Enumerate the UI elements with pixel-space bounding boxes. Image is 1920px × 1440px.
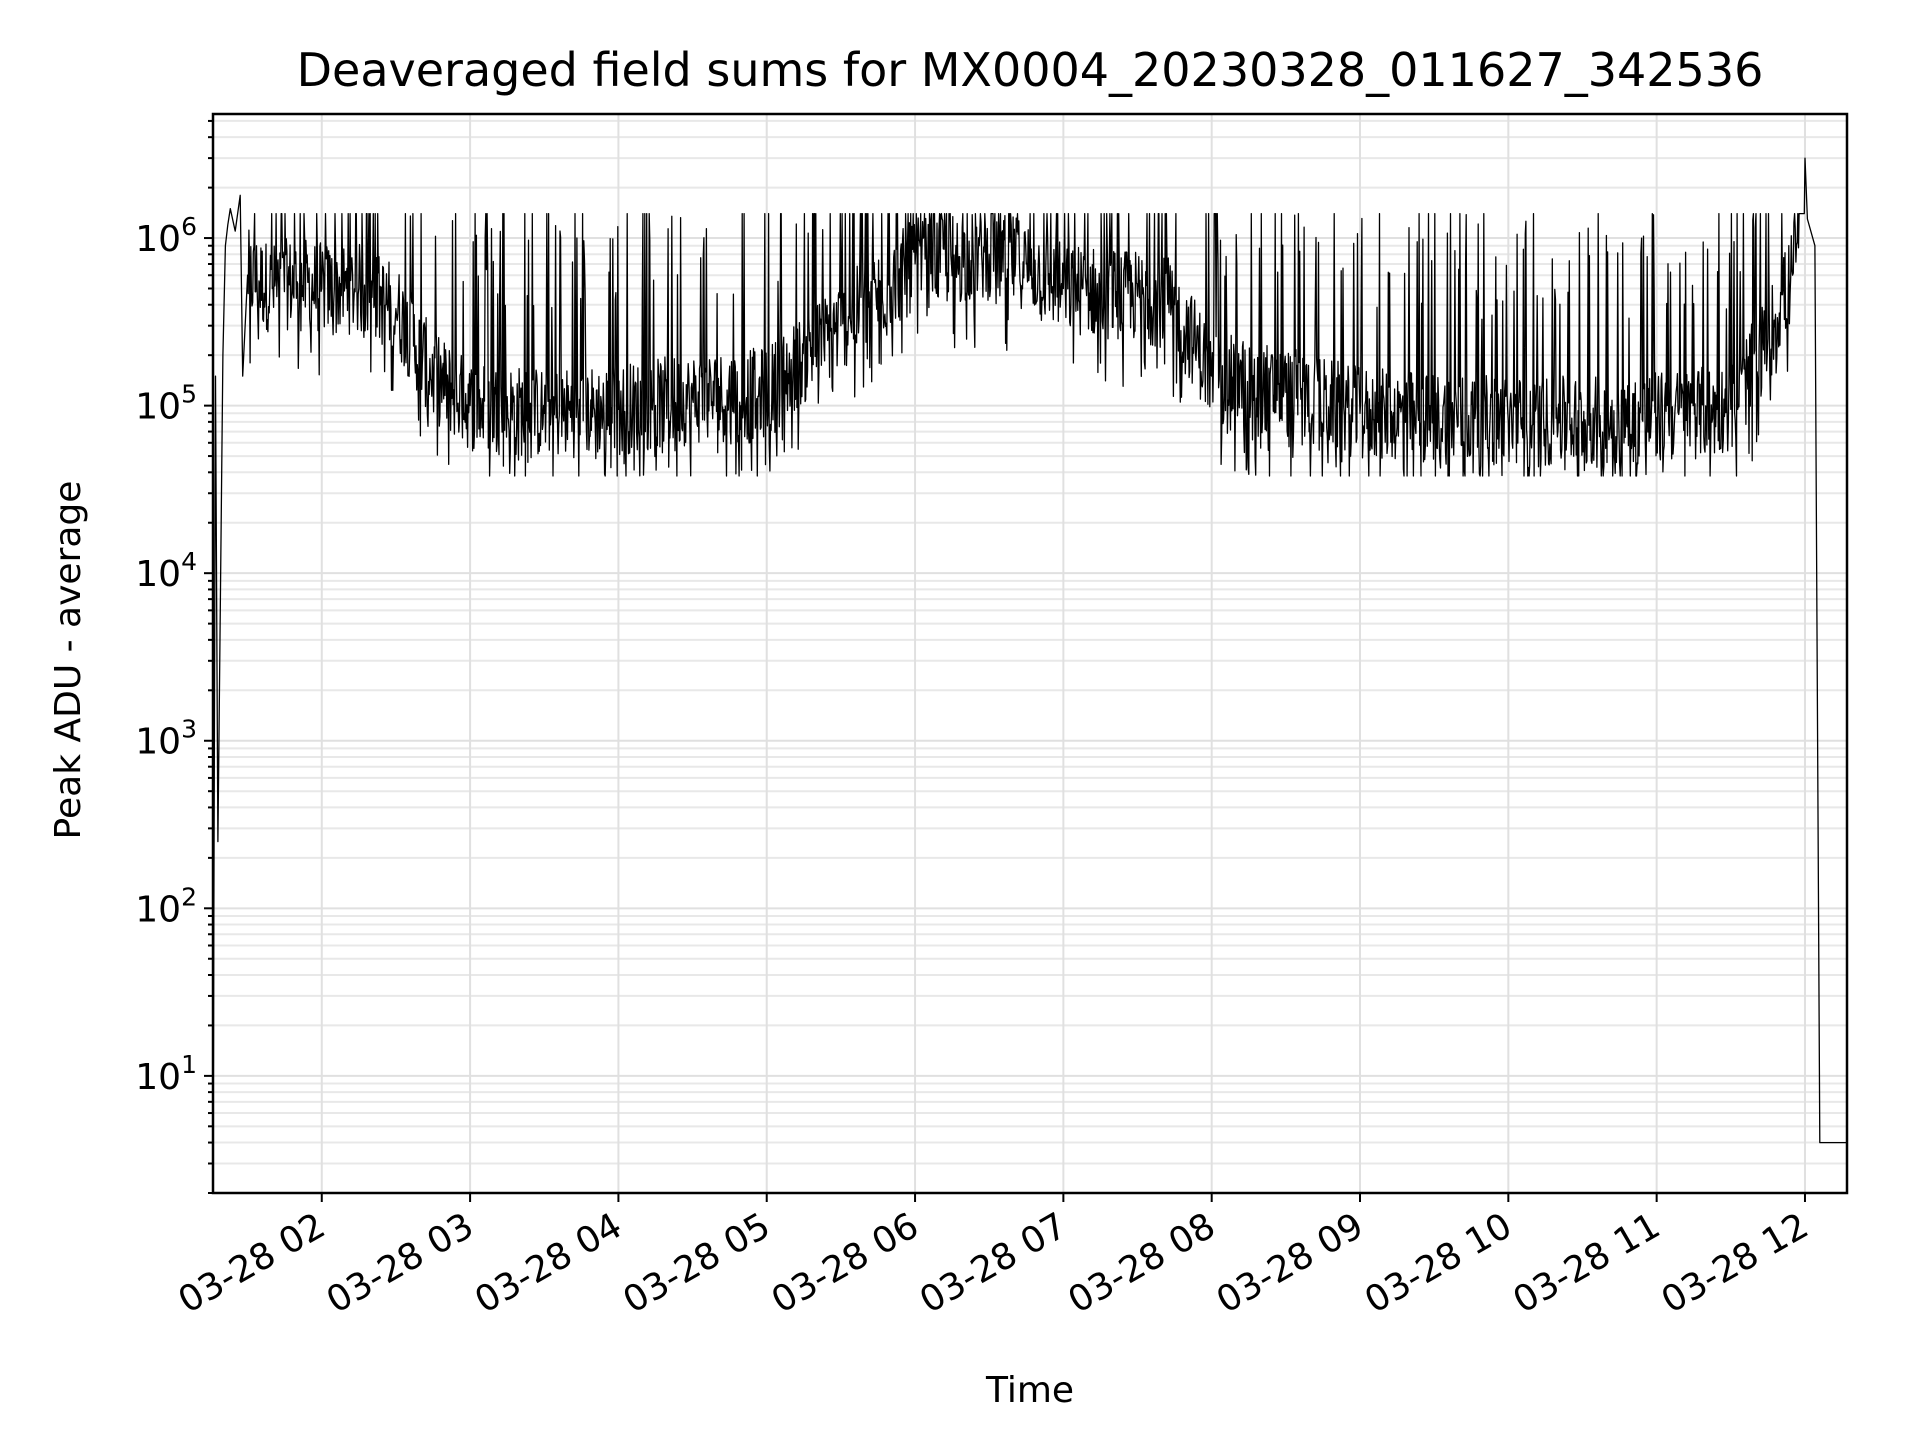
y-tick-label: 103	[135, 715, 197, 763]
y-tick-label: 105	[135, 380, 197, 428]
series-layer	[212, 157, 1847, 1194]
y-tick-label: 101	[135, 1050, 197, 1098]
chart-title: Deaveraged field sums for MX0004_2023032…	[297, 43, 1764, 97]
y-tick-label: 104	[135, 547, 197, 595]
y-axis-label: Peak ADU - average	[48, 481, 89, 840]
y-tick-label: 106	[135, 212, 197, 260]
plot-frame	[211, 112, 1849, 1195]
y-tick-label: 102	[135, 882, 197, 930]
x-axis-label: Time	[985, 1370, 1074, 1411]
series-line-0	[212, 157, 1847, 1194]
